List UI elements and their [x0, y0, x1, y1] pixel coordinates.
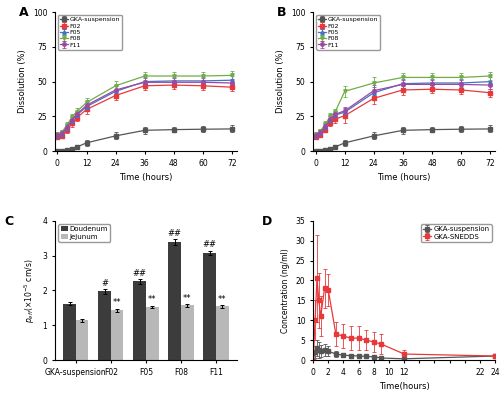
Bar	[204, 253, 216, 360]
Text: #: #	[101, 279, 108, 288]
Y-axis label: Dissolution (%): Dissolution (%)	[18, 50, 28, 114]
Text: C: C	[4, 215, 13, 228]
Bar	[111, 310, 124, 360]
Bar	[216, 306, 228, 360]
Legend: GKA-suspension, F02, F05, F08, F11: GKA-suspension, F02, F05, F08, F11	[58, 15, 122, 50]
Text: **: **	[113, 298, 122, 308]
X-axis label: Time (hours): Time (hours)	[119, 173, 172, 182]
Legend: Doudenum, Jejunum: Doudenum, Jejunum	[58, 224, 110, 242]
X-axis label: Time (hours): Time (hours)	[378, 173, 431, 182]
Text: A: A	[18, 6, 28, 20]
Text: **: **	[183, 294, 192, 302]
Bar	[181, 305, 194, 360]
Bar	[168, 242, 181, 360]
Text: D: D	[262, 215, 272, 228]
Bar	[98, 292, 111, 360]
Y-axis label: $p_{eff}$($\times$10$^{-5}$ cm/s): $p_{eff}$($\times$10$^{-5}$ cm/s)	[22, 258, 37, 322]
X-axis label: Time(hours): Time(hours)	[378, 382, 430, 391]
Text: ##: ##	[168, 229, 181, 238]
Text: B: B	[277, 6, 286, 20]
Bar	[134, 281, 146, 360]
Bar	[76, 320, 88, 360]
Text: ##: ##	[132, 268, 146, 278]
Bar	[64, 304, 76, 360]
Legend: GKA-suspension, F02, F05, F08, F11: GKA-suspension, F02, F05, F08, F11	[316, 15, 380, 50]
Text: **: **	[218, 295, 226, 304]
Bar	[146, 307, 158, 360]
Legend: GKA-suspension, GKA-SNEDDS: GKA-suspension, GKA-SNEDDS	[421, 224, 492, 242]
Text: ##: ##	[202, 240, 216, 249]
Y-axis label: Concentration (ng/ml): Concentration (ng/ml)	[281, 248, 290, 333]
Y-axis label: Dissolution (%): Dissolution (%)	[276, 50, 285, 114]
Text: **: **	[148, 295, 156, 304]
